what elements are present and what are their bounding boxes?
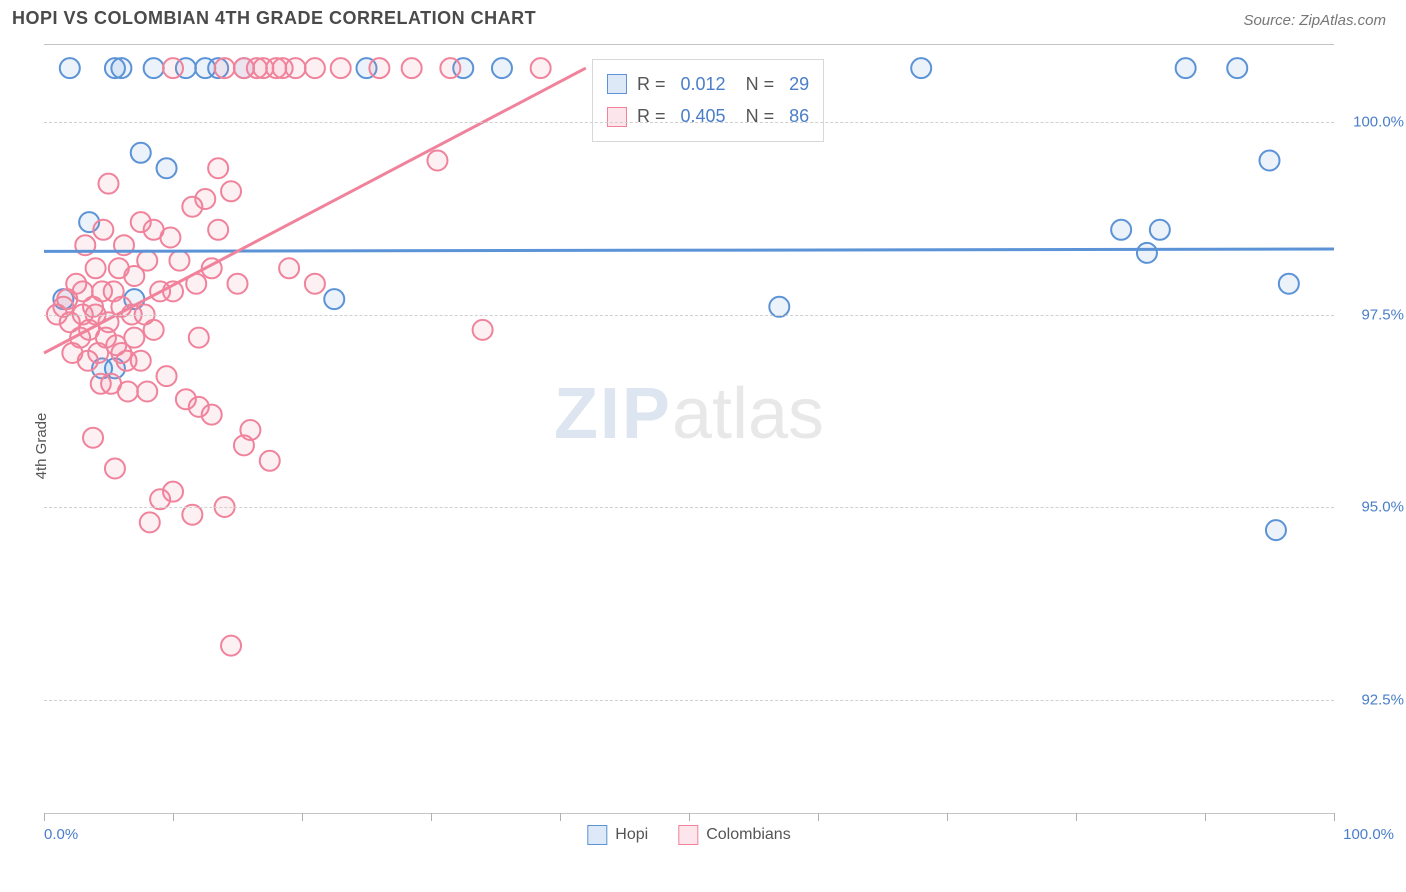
legend-bottom: Hopi Colombians — [587, 825, 790, 845]
data-point — [1111, 220, 1131, 240]
data-point — [189, 328, 209, 348]
data-point — [331, 58, 351, 78]
x-axis-max-label: 100.0% — [1343, 826, 1394, 843]
legend-swatch — [587, 825, 607, 845]
data-point — [305, 58, 325, 78]
data-point — [157, 366, 177, 386]
data-point — [131, 351, 151, 371]
stats-row: R = 0.405 N = 86 — [607, 100, 809, 132]
legend-label: Colombians — [706, 826, 790, 844]
data-point — [118, 382, 138, 402]
x-tick — [431, 813, 432, 821]
y-tick-label: 97.5% — [1344, 306, 1404, 323]
data-point — [137, 251, 157, 271]
gridline — [44, 315, 1334, 316]
x-tick — [560, 813, 561, 821]
data-point — [215, 58, 235, 78]
data-point — [324, 289, 344, 309]
data-point — [260, 451, 280, 471]
data-point — [1227, 58, 1247, 78]
x-axis-min-label: 0.0% — [44, 826, 78, 843]
data-point — [531, 58, 551, 78]
data-point — [492, 58, 512, 78]
series-swatch — [607, 74, 627, 94]
data-point — [105, 459, 125, 479]
data-point — [124, 328, 144, 348]
data-point — [1176, 58, 1196, 78]
scatter-chart — [44, 45, 1334, 813]
x-tick — [689, 813, 690, 821]
data-point — [160, 228, 180, 248]
stats-legend-box: R = 0.012 N = 29R = 0.405 N = 86 — [592, 59, 824, 142]
x-tick — [173, 813, 174, 821]
data-point — [473, 320, 493, 340]
data-point — [140, 512, 160, 532]
legend-item: Hopi — [587, 825, 648, 845]
data-point — [221, 181, 241, 201]
data-point — [240, 420, 260, 440]
x-tick — [1334, 813, 1335, 821]
data-point — [1150, 220, 1170, 240]
trend-line — [44, 68, 586, 353]
data-point — [1137, 243, 1157, 263]
data-point — [93, 220, 113, 240]
data-point — [911, 58, 931, 78]
data-point — [228, 274, 248, 294]
stats-row: R = 0.012 N = 29 — [607, 68, 809, 100]
x-tick — [1205, 813, 1206, 821]
data-point — [1260, 151, 1280, 171]
legend-item: Colombians — [678, 825, 790, 845]
data-point — [208, 158, 228, 178]
data-point — [163, 58, 183, 78]
data-point — [163, 482, 183, 502]
legend-swatch — [678, 825, 698, 845]
data-point — [169, 251, 189, 271]
data-point — [195, 189, 215, 209]
x-tick — [1076, 813, 1077, 821]
data-point — [131, 143, 151, 163]
data-point — [279, 258, 299, 278]
data-point — [60, 58, 80, 78]
data-point — [1266, 520, 1286, 540]
data-point — [286, 58, 306, 78]
y-tick-label: 100.0% — [1344, 114, 1404, 131]
data-point — [369, 58, 389, 78]
data-point — [305, 274, 325, 294]
data-point — [1279, 274, 1299, 294]
data-point — [157, 158, 177, 178]
x-tick — [44, 813, 45, 821]
data-point — [111, 58, 131, 78]
gridline — [44, 507, 1334, 508]
data-point — [440, 58, 460, 78]
data-point — [221, 636, 241, 656]
data-point — [144, 58, 164, 78]
x-tick — [818, 813, 819, 821]
gridline — [44, 122, 1334, 123]
data-point — [208, 220, 228, 240]
data-point — [427, 151, 447, 171]
data-point — [144, 320, 164, 340]
gridline — [44, 700, 1334, 701]
x-tick — [947, 813, 948, 821]
data-point — [402, 58, 422, 78]
source-attribution: Source: ZipAtlas.com — [1243, 12, 1386, 29]
plot-area: ZIPatlas R = 0.012 N = 29R = 0.405 N = 8… — [44, 44, 1334, 814]
series-swatch — [607, 107, 627, 127]
data-point — [86, 258, 106, 278]
y-tick-label: 95.0% — [1344, 499, 1404, 516]
x-tick — [302, 813, 303, 821]
chart-title: HOPI VS COLOMBIAN 4TH GRADE CORRELATION … — [12, 8, 536, 29]
data-point — [202, 405, 222, 425]
legend-label: Hopi — [615, 826, 648, 844]
data-point — [99, 174, 119, 194]
data-point — [137, 382, 157, 402]
data-point — [83, 428, 103, 448]
y-tick-label: 92.5% — [1344, 691, 1404, 708]
